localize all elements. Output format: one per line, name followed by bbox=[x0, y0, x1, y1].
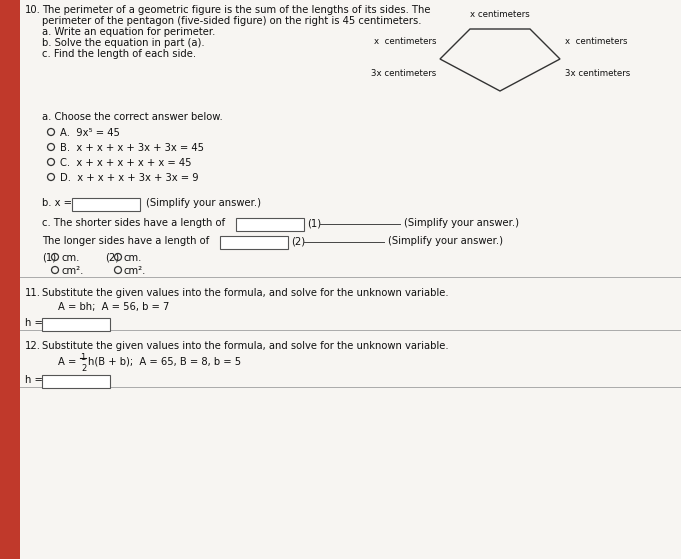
Text: Substitute the given values into the formula, and solve for the unknown variable: Substitute the given values into the for… bbox=[42, 341, 449, 351]
Text: h =: h = bbox=[25, 318, 43, 328]
Text: perimeter of the pentagon (five-sided figure) on the right is 45 centimeters.: perimeter of the pentagon (five-sided fi… bbox=[42, 16, 422, 26]
Bar bbox=[0, 0, 20, 559]
Text: x  centimeters: x centimeters bbox=[565, 36, 627, 45]
Text: c. Find the length of each side.: c. Find the length of each side. bbox=[42, 49, 196, 59]
Text: 11.: 11. bbox=[25, 288, 41, 298]
Text: A =: A = bbox=[58, 357, 80, 367]
Bar bbox=[42, 375, 110, 388]
Text: (1): (1) bbox=[307, 218, 321, 228]
Text: h =: h = bbox=[25, 375, 43, 385]
Text: 10.: 10. bbox=[25, 5, 41, 15]
Text: b. Solve the equation in part (a).: b. Solve the equation in part (a). bbox=[42, 38, 204, 48]
Text: D.  x + x + x + 3x + 3x = 9: D. x + x + x + 3x + 3x = 9 bbox=[60, 173, 199, 183]
Text: A.  9x⁵ = 45: A. 9x⁵ = 45 bbox=[60, 128, 120, 138]
Text: Substitute the given values into the formula, and solve for the unknown variable: Substitute the given values into the for… bbox=[42, 288, 449, 298]
Text: x  centimeters: x centimeters bbox=[373, 36, 436, 45]
Bar bbox=[236, 218, 304, 231]
Text: (2): (2) bbox=[105, 253, 119, 263]
Text: cm.: cm. bbox=[61, 253, 80, 263]
Bar bbox=[72, 198, 140, 211]
Text: (1): (1) bbox=[42, 253, 56, 263]
Text: x centimeters: x centimeters bbox=[470, 10, 530, 19]
Text: cm².: cm². bbox=[61, 266, 83, 276]
Text: 2: 2 bbox=[81, 364, 86, 373]
Text: A = bh;  A = 56, b = 7: A = bh; A = 56, b = 7 bbox=[58, 302, 170, 312]
Text: 3x centimeters: 3x centimeters bbox=[370, 69, 436, 78]
Text: c. The shorter sides have a length of: c. The shorter sides have a length of bbox=[42, 218, 225, 228]
Text: a. Choose the correct answer below.: a. Choose the correct answer below. bbox=[42, 112, 223, 122]
Text: (2): (2) bbox=[291, 236, 305, 246]
Bar bbox=[220, 236, 288, 249]
Text: The perimeter of a geometric figure is the sum of the lengths of its sides. The: The perimeter of a geometric figure is t… bbox=[42, 5, 430, 15]
Text: cm².: cm². bbox=[124, 266, 146, 276]
Text: (Simplify your answer.): (Simplify your answer.) bbox=[146, 198, 261, 208]
Text: b. x =: b. x = bbox=[42, 198, 72, 208]
Text: 1: 1 bbox=[80, 353, 85, 362]
Text: (Simplify your answer.): (Simplify your answer.) bbox=[388, 236, 503, 246]
Bar bbox=[42, 318, 110, 331]
Text: a. Write an equation for perimeter.: a. Write an equation for perimeter. bbox=[42, 27, 215, 37]
Text: 12.: 12. bbox=[25, 341, 41, 351]
Text: The longer sides have a length of: The longer sides have a length of bbox=[42, 236, 209, 246]
Text: cm.: cm. bbox=[124, 253, 142, 263]
Text: C.  x + x + x + x + x = 45: C. x + x + x + x + x = 45 bbox=[60, 158, 191, 168]
Text: B.  x + x + x + 3x + 3x = 45: B. x + x + x + 3x + 3x = 45 bbox=[60, 143, 204, 153]
Text: (Simplify your answer.): (Simplify your answer.) bbox=[404, 218, 519, 228]
Text: 3x centimeters: 3x centimeters bbox=[565, 69, 630, 78]
Text: h(B + b);  A = 65, B = 8, b = 5: h(B + b); A = 65, B = 8, b = 5 bbox=[88, 357, 241, 367]
